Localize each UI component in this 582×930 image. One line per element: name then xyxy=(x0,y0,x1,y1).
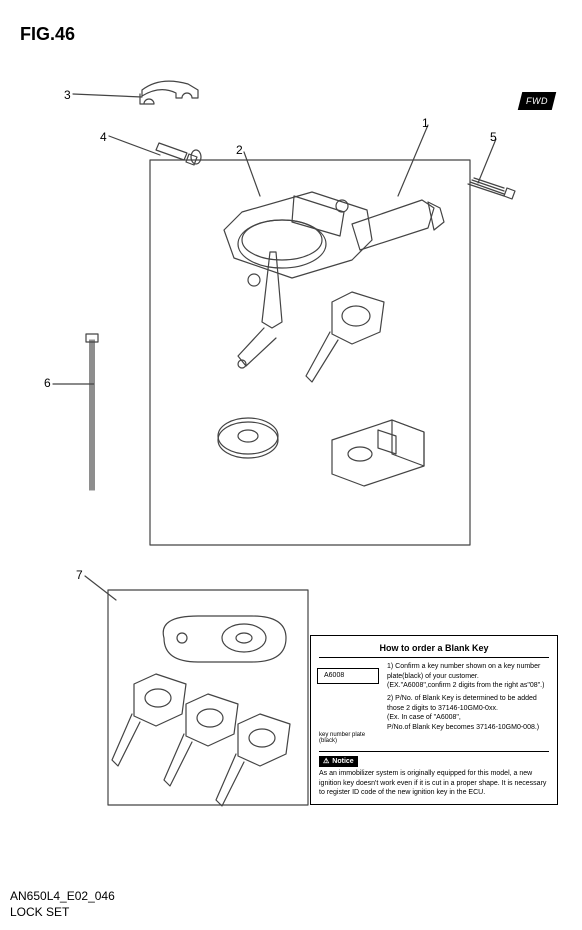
part-bolt xyxy=(156,143,201,165)
part-lock-assy xyxy=(218,192,444,486)
footer-name: LOCK SET xyxy=(10,905,69,919)
infobox-line: P/No.of Blank Key becomes 37146-10GM0-00… xyxy=(387,723,549,732)
infobox-line: 1) Confirm a key number shown on a key n… xyxy=(387,662,549,681)
callout-number: 6 xyxy=(44,376,51,390)
footer-code: AN650L4_E02_046 xyxy=(10,889,115,903)
key-tag-label: A6008 xyxy=(317,668,379,683)
part-cable-tie xyxy=(86,334,98,490)
infobox-line: (Ex. In case of "A6008", xyxy=(387,713,549,722)
notice-body: As an immobilizer system is originally e… xyxy=(319,769,549,797)
callout-number: 5 xyxy=(490,130,497,144)
part-bracket xyxy=(140,81,198,104)
infobox-line: 2) P/No. of Blank Key is determined to b… xyxy=(387,694,549,713)
callout-number: 1 xyxy=(422,116,429,130)
callout-number: 4 xyxy=(100,130,107,144)
callout-number: 2 xyxy=(236,143,243,157)
key-note-label: key number plate (black) xyxy=(319,732,381,745)
part-key-set xyxy=(112,616,290,806)
part-screw xyxy=(468,178,515,199)
blank-key-infobox: How to order a Blank Key A6008 key numbe… xyxy=(310,635,558,805)
notice-head: Notice xyxy=(319,756,358,767)
infobox-title: How to order a Blank Key xyxy=(319,642,549,658)
infobox-line: (EX."A6008",confirm 2 digits from the ri… xyxy=(387,681,549,690)
callout-number: 7 xyxy=(76,568,83,582)
callout-number: 3 xyxy=(64,88,71,102)
